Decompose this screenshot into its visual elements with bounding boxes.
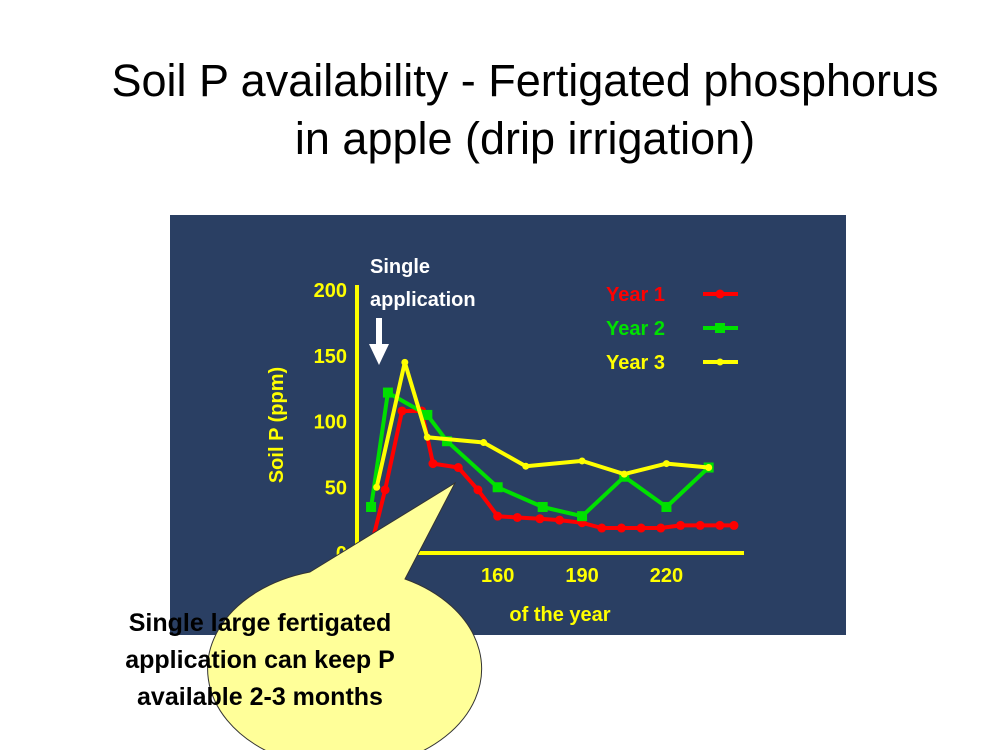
y-tick-label: 200 [314, 280, 347, 302]
callout-text: Single large fertigated application can … [70, 605, 450, 716]
data-point [715, 520, 725, 530]
data-point [401, 358, 409, 366]
legend-marker [715, 289, 725, 299]
data-point [535, 514, 545, 524]
data-point [373, 483, 381, 491]
slide-title-line-2: in apple (drip irrigation) [294, 113, 756, 164]
data-point [620, 470, 628, 478]
legend-entry: Year 3 [606, 352, 738, 374]
legend-label: Year 3 [606, 352, 665, 374]
data-point [662, 460, 670, 468]
series-line [369, 390, 710, 519]
y-axis-label: Soil P (ppm) [266, 367, 288, 483]
down-arrow-icon [369, 318, 389, 365]
legend-label: Year 1 [606, 284, 665, 306]
data-point [537, 501, 548, 512]
data-point [512, 512, 522, 522]
x-axis-label: of the year [509, 604, 610, 626]
x-tick-label: 190 [565, 565, 598, 587]
data-point [453, 463, 463, 473]
data-point [577, 511, 588, 522]
slide-title: Soil P availability - Fertigated phospho… [30, 52, 1000, 168]
annotation-label-line-2: application [370, 289, 476, 311]
data-point [382, 387, 393, 398]
legend-entry: Year 1 [606, 284, 738, 306]
data-point [442, 436, 453, 447]
series-year-2 [366, 387, 714, 522]
data-point [616, 523, 626, 533]
data-point [493, 511, 503, 521]
callout-line-1: Single large fertigated [128, 609, 392, 637]
data-point [480, 439, 488, 447]
data-point [380, 485, 390, 495]
data-point [473, 485, 483, 495]
callout-bubble [207, 481, 483, 750]
data-point [705, 464, 713, 472]
data-point [428, 459, 438, 469]
data-point [636, 523, 646, 533]
legend-marker [715, 323, 725, 333]
data-point [366, 501, 377, 512]
data-point [423, 433, 431, 441]
data-point [676, 520, 686, 530]
data-point [522, 462, 530, 470]
legend-marker [716, 358, 724, 366]
data-point [422, 409, 433, 420]
chart-panel [170, 215, 846, 635]
data-point [695, 520, 705, 530]
data-point [578, 457, 586, 465]
callout-line-3: available 2-3 months [137, 683, 383, 711]
annotation-label-line-1: Single [370, 256, 430, 278]
legend-entry: Year 2 [606, 318, 738, 340]
y-tick-label: 50 [325, 477, 347, 499]
data-point [656, 523, 666, 533]
y-tick-label: 100 [314, 412, 347, 434]
series-year-3 [373, 358, 713, 491]
y-tick-label: 150 [314, 346, 347, 368]
slide-title-line-1: Soil P availability - Fertigated phospho… [111, 55, 939, 106]
data-point [555, 515, 565, 525]
data-point [661, 501, 672, 512]
x-tick-label: 220 [650, 565, 683, 587]
legend-label: Year 2 [606, 318, 665, 340]
data-point [397, 406, 407, 416]
data-point [729, 520, 739, 530]
data-point [492, 482, 503, 493]
x-tick-label: 160 [481, 565, 514, 587]
callout-line-2: application can keep P [125, 646, 395, 674]
data-point [597, 523, 607, 533]
